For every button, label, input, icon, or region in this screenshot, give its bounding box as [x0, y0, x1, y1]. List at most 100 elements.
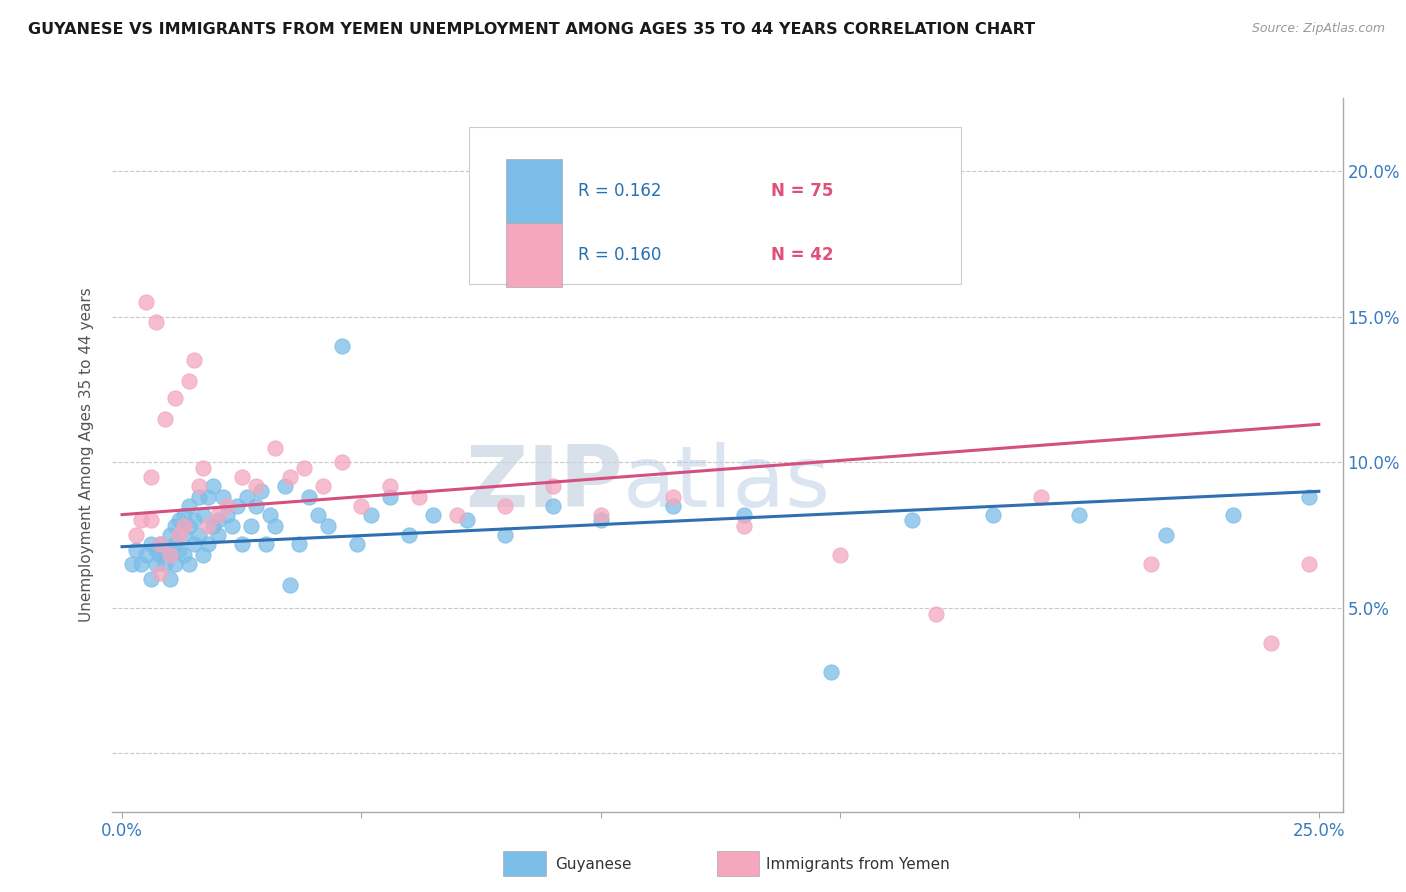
Point	[456, 513, 478, 527]
Point	[149, 537, 172, 551]
Point	[125, 542, 148, 557]
Text: ZIP: ZIP	[465, 442, 623, 525]
Text: R = 0.160: R = 0.160	[578, 246, 661, 264]
Point	[360, 508, 382, 522]
Point	[187, 478, 209, 492]
Point	[316, 519, 339, 533]
Point	[169, 542, 191, 557]
Point	[193, 508, 215, 522]
Text: Immigrants from Yemen: Immigrants from Yemen	[766, 857, 950, 872]
Point	[398, 528, 420, 542]
Point	[173, 528, 195, 542]
Point	[278, 469, 301, 483]
Point	[177, 519, 200, 533]
Point	[981, 508, 1004, 522]
Point	[169, 513, 191, 527]
Point	[494, 528, 516, 542]
Point	[121, 557, 143, 571]
Point	[217, 499, 239, 513]
Point	[661, 490, 683, 504]
Point	[1140, 557, 1163, 571]
Point	[226, 499, 249, 513]
Point	[145, 557, 167, 571]
Point	[446, 508, 468, 522]
Point	[163, 391, 186, 405]
Point	[733, 519, 755, 533]
Point	[183, 537, 205, 551]
Point	[307, 508, 329, 522]
Point	[177, 499, 200, 513]
Point	[925, 607, 948, 621]
Point	[153, 411, 176, 425]
Point	[183, 513, 205, 527]
Point	[169, 528, 191, 542]
Point	[159, 549, 181, 563]
Text: N = 75: N = 75	[770, 182, 832, 200]
Point	[139, 572, 162, 586]
Point	[378, 478, 401, 492]
Point	[207, 513, 229, 527]
Point	[330, 339, 353, 353]
Point	[129, 513, 152, 527]
Point	[201, 519, 224, 533]
Text: Guyanese: Guyanese	[555, 857, 631, 872]
Point	[139, 537, 162, 551]
Point	[163, 519, 186, 533]
Point	[177, 374, 200, 388]
Text: R = 0.162: R = 0.162	[578, 182, 661, 200]
Text: N = 42: N = 42	[770, 246, 834, 264]
Point	[901, 513, 924, 527]
Point	[187, 490, 209, 504]
Point	[1222, 508, 1244, 522]
Point	[288, 537, 311, 551]
Text: atlas: atlas	[623, 442, 831, 525]
Point	[183, 353, 205, 368]
Point	[733, 508, 755, 522]
Point	[193, 461, 215, 475]
Point	[197, 519, 219, 533]
Point	[135, 549, 157, 563]
Point	[292, 461, 315, 475]
Point	[139, 513, 162, 527]
Point	[149, 566, 172, 580]
Point	[1298, 490, 1320, 504]
Point	[163, 557, 186, 571]
Point	[264, 441, 287, 455]
Point	[1069, 508, 1091, 522]
Point	[350, 499, 373, 513]
Point	[207, 528, 229, 542]
Point	[207, 508, 229, 522]
Point	[187, 528, 209, 542]
Point	[221, 519, 243, 533]
Point	[149, 537, 172, 551]
Point	[589, 513, 612, 527]
Point	[193, 549, 215, 563]
Point	[145, 542, 167, 557]
FancyBboxPatch shape	[506, 223, 561, 287]
Point	[661, 499, 683, 513]
Point	[298, 490, 321, 504]
Point	[153, 542, 176, 557]
Text: Source: ZipAtlas.com: Source: ZipAtlas.com	[1251, 22, 1385, 36]
Point	[589, 508, 612, 522]
Point	[173, 519, 195, 533]
Point	[346, 537, 368, 551]
Point	[173, 508, 195, 522]
Point	[541, 478, 564, 492]
Point	[422, 508, 444, 522]
Y-axis label: Unemployment Among Ages 35 to 44 years: Unemployment Among Ages 35 to 44 years	[79, 287, 94, 623]
Point	[129, 557, 152, 571]
Point	[1260, 636, 1282, 650]
Point	[830, 549, 852, 563]
Point	[1154, 528, 1177, 542]
Point	[231, 469, 253, 483]
Point	[231, 537, 253, 551]
Point	[274, 478, 297, 492]
Point	[240, 519, 263, 533]
Point	[408, 490, 430, 504]
Point	[250, 484, 273, 499]
Point	[1298, 557, 1320, 571]
Point	[330, 455, 353, 469]
Point	[378, 490, 401, 504]
Point	[494, 499, 516, 513]
